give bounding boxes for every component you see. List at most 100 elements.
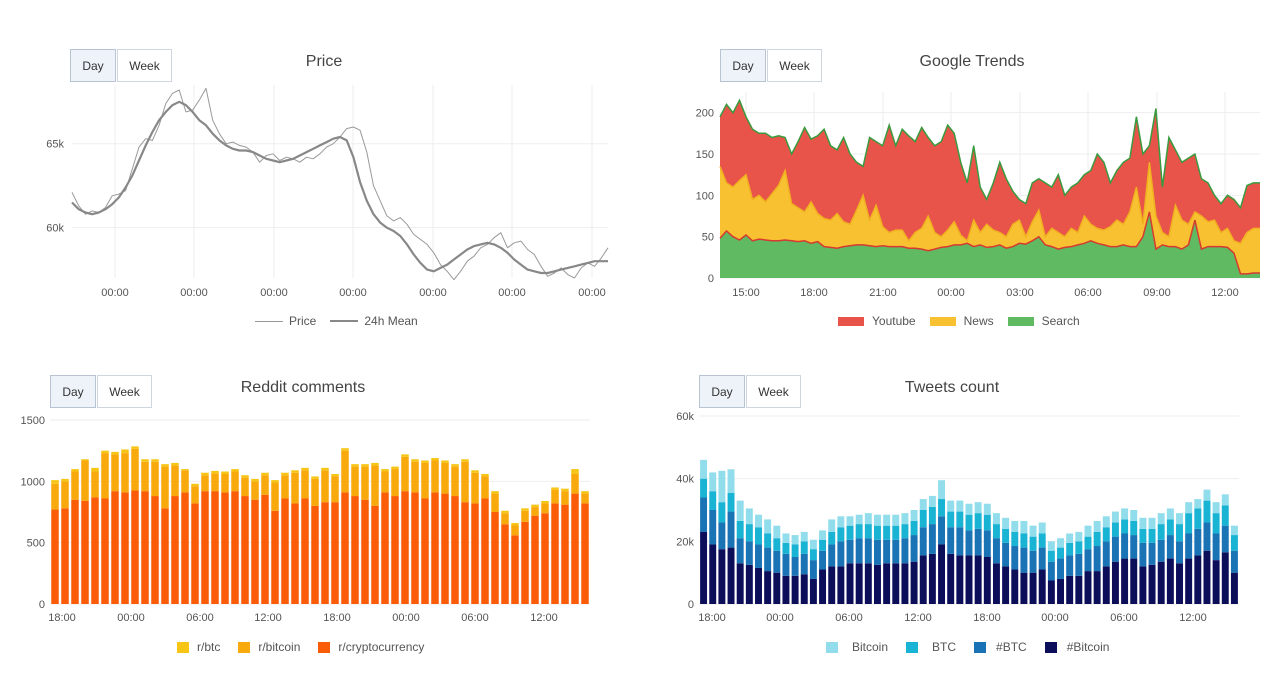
reddit-bar-r-bitcoin: [401, 456, 409, 492]
tweets-bar-btc: [855, 524, 863, 539]
tweets-day-button[interactable]: Day: [699, 375, 745, 408]
tweets-bar-bitcoin: [864, 513, 872, 525]
tweets-bar-bitcoin: [745, 508, 753, 525]
tweets-bar-btc: [974, 513, 982, 529]
reddit-bar-r-btc: [461, 459, 469, 462]
tweets-bar-btc: [828, 531, 836, 545]
search-area: [720, 211, 1260, 278]
tweets-bar-bitcoin: [892, 514, 900, 526]
tweets-bar-btc: [938, 499, 946, 517]
tweets-bar--bitcoin: [901, 563, 909, 604]
tweets-bar-bitcoin: [1102, 516, 1110, 528]
tweets-bar--bitcoin: [1176, 563, 1183, 604]
tweets-bar--btc: [1148, 542, 1156, 565]
legend-item-price[interactable]: Price: [255, 314, 316, 328]
tweets-bar-btc: [1002, 528, 1010, 543]
reddit-panel: 0 500 1000 1500 18:00 00:00 06:00 12:00 18:00 00:…: [0, 340, 640, 680]
reddit-week-button[interactable]: Week: [97, 375, 152, 408]
tweets-bar--btc: [1130, 535, 1138, 559]
x-tick-label: 18:00: [698, 612, 726, 624]
reddit-bar-r-cryptocurrency: [351, 496, 359, 604]
x-tick-label: 06:00: [186, 612, 214, 624]
y-tick-label: 1500: [21, 415, 45, 427]
price-week-button[interactable]: Week: [117, 49, 172, 82]
reddit-bar-r-btc: [391, 466, 399, 470]
price-day-button[interactable]: Day: [70, 49, 116, 82]
tweets-bar-btc: [910, 520, 918, 536]
tweets-bar--btc: [910, 535, 918, 562]
legend-label: r/bitcoin: [258, 640, 301, 654]
reddit-bar-r-btc: [111, 451, 119, 455]
reddit-bar-r-cryptocurrency: [571, 493, 579, 604]
tweets-bar--btc: [974, 528, 982, 556]
tweets-bar-btc: [1057, 547, 1064, 559]
tweets-bar--bitcoin: [874, 564, 881, 604]
legend-label: r/btc: [197, 640, 221, 654]
reddit-bar-r-cryptocurrency: [231, 491, 239, 604]
tweets-bar--bitcoin: [1102, 566, 1110, 604]
tweets-bar-bitcoin: [965, 503, 973, 515]
legend-item-btc[interactable]: BTC: [906, 640, 956, 654]
tweets-bar-btc: [919, 510, 927, 528]
tweets-bar-bitcoin: [919, 499, 927, 510]
tweets-bar-btc: [1011, 531, 1019, 547]
y-tick-label: 200: [696, 108, 714, 120]
tweets-bar--btc: [874, 539, 881, 565]
reddit-bar-r-cryptocurrency: [181, 492, 189, 604]
tweets-bar--btc: [1075, 553, 1083, 576]
tweets-bar--bitcoin: [892, 563, 900, 604]
reddit-bar-r-cryptocurrency: [301, 498, 309, 604]
reddit-bar-r-cryptocurrency: [281, 498, 289, 604]
reddit-bar-r-btc: [401, 454, 409, 457]
tweets-bar-btc: [883, 525, 891, 540]
tweets-bar--btc: [1038, 547, 1046, 570]
trends-day-button[interactable]: Day: [720, 49, 766, 82]
legend-item-hash-btc[interactable]: #BTC: [974, 640, 1027, 654]
tweets-bar-bitcoin: [1057, 538, 1064, 548]
search-line: [719, 211, 1260, 275]
x-tick-label: 00:00: [578, 287, 606, 299]
tweets-bar-btc: [1148, 528, 1156, 543]
x-tick-label: 00:00: [392, 612, 420, 624]
legend-item-news[interactable]: News: [929, 314, 994, 328]
tweets-bar-bitcoin: [1203, 489, 1211, 501]
reddit-title: Reddit comments: [240, 379, 366, 396]
tweets-bar-bitcoin: [709, 472, 717, 492]
reddit-bar-r-btc: [51, 480, 59, 484]
trends-title: Google Trends: [919, 53, 1025, 70]
tweets-week-button[interactable]: Week: [746, 375, 801, 408]
trends-week-button[interactable]: Week: [767, 49, 822, 82]
reddit-bar-r-btc: [221, 471, 229, 474]
reddit-bar-r-bitcoin: [501, 513, 509, 525]
tweets-bar--bitcoin: [1057, 578, 1064, 604]
y-tick-label: 50: [702, 232, 714, 244]
legend-item-youtube[interactable]: Youtube: [838, 314, 916, 328]
legend-item-r-bitcoin[interactable]: r/bitcoin: [238, 640, 300, 654]
reddit-legend: r/btc r/bitcoin r/cryptocurrency: [177, 640, 438, 654]
legend-item-search[interactable]: Search: [1007, 314, 1080, 328]
tweets-bar-bitcoin: [800, 531, 808, 542]
reddit-bar-r-cryptocurrency: [391, 496, 399, 604]
reddit-bar-r-bitcoin: [161, 466, 169, 509]
r-bitcoin-swatch: [238, 641, 251, 653]
tweets-bar--bitcoin: [727, 547, 735, 604]
tweets-bar--bitcoin: [800, 574, 808, 604]
reddit-bar-r-bitcoin: [231, 471, 239, 492]
reddit-bar-r-btc: [91, 467, 99, 472]
legend-item-r-btc[interactable]: r/btc: [177, 640, 220, 654]
legend-item-24h-mean[interactable]: 24h Mean: [330, 314, 418, 328]
btc-swatch: [906, 641, 919, 653]
legend-item-bitcoin[interactable]: Bitcoin: [826, 640, 888, 654]
tweets-legend: Bitcoin BTC #BTC #Bitcoin: [826, 640, 1123, 654]
tweets-bar--bitcoin: [1093, 571, 1101, 604]
tweets-bar--bitcoin: [1157, 561, 1165, 604]
reddit-bar-r-btc: [511, 523, 519, 526]
legend-item-r-cryptocurrency[interactable]: r/cryptocurrency: [318, 640, 424, 654]
tweets-bar-btc: [1166, 519, 1174, 536]
legend-item-hash-bitcoin[interactable]: #Bitcoin: [1044, 640, 1109, 654]
reddit-bar-r-cryptocurrency: [321, 502, 329, 604]
reddit-bar-r-btc: [241, 475, 249, 478]
reddit-day-button[interactable]: Day: [50, 375, 96, 408]
x-tick-label: 00:00: [419, 287, 447, 299]
tweets-bar--btc: [1212, 533, 1220, 561]
